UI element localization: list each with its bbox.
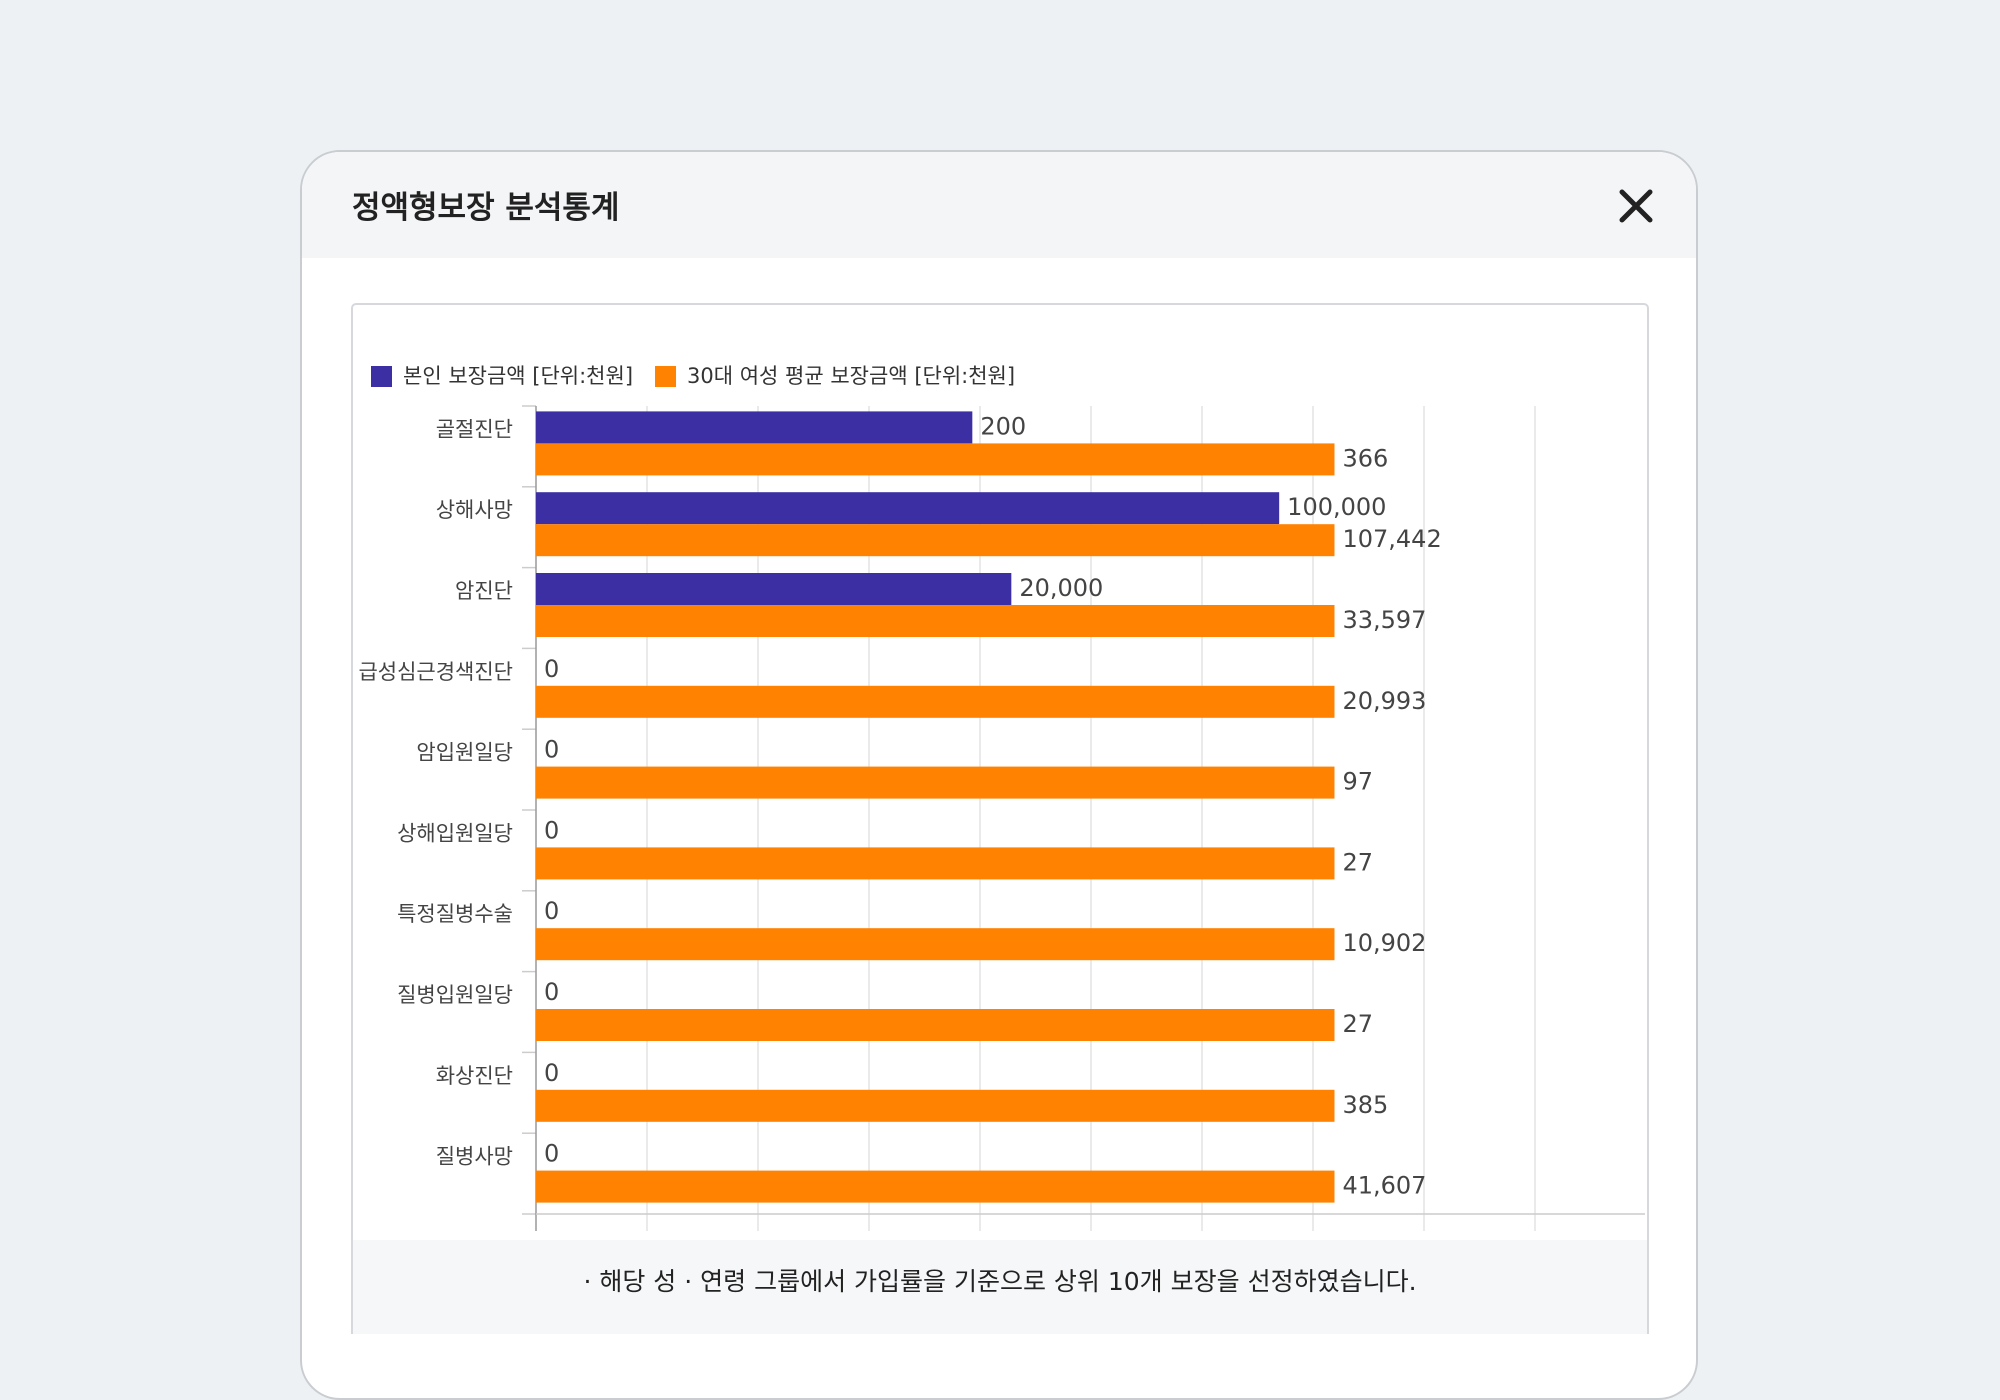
- bar: [536, 524, 1335, 557]
- close-icon: [1619, 189, 1653, 223]
- bar: [536, 1009, 1335, 1041]
- category-label: 암입원일당: [416, 741, 513, 765]
- category-label: 상해입원일당: [397, 821, 513, 845]
- value-label: 0: [544, 1140, 559, 1168]
- bar: [536, 443, 1335, 476]
- modal-title: 정액형보장 분석통계: [352, 190, 620, 226]
- legend-label: 본인 보장금액 [단위:천원]: [403, 364, 633, 388]
- category-label: 질병입원일당: [397, 983, 513, 1007]
- modal-header: 정액형보장 분석통계: [302, 152, 1696, 258]
- chart-box: [351, 303, 1649, 1334]
- bar: [536, 1089, 1335, 1122]
- value-label: 107,442: [1342, 525, 1441, 553]
- category-label: 암진단: [455, 579, 513, 603]
- bar: [536, 492, 1280, 525]
- footnote-box: [353, 1240, 1647, 1334]
- value-label: 100,000: [1287, 493, 1386, 521]
- value-label: 20,000: [1019, 574, 1103, 602]
- category-label: 상해사망: [436, 498, 513, 522]
- chart: · 해당 성 · 연령 그룹에서 가입률을 기준으로 상위 10개 보장을 선정…: [351, 303, 1649, 1334]
- bar: [536, 1170, 1335, 1203]
- bar: [536, 411, 973, 444]
- value-label: 0: [544, 655, 559, 683]
- value-label: 27: [1342, 1010, 1373, 1038]
- category-label: 질병사망: [436, 1145, 513, 1169]
- bar: [536, 928, 1335, 961]
- value-label: 0: [544, 736, 559, 764]
- value-label: 0: [544, 816, 559, 844]
- bar: [536, 685, 1335, 718]
- footnote: · 해당 성 · 연령 그룹에서 가입률을 기준으로 상위 10개 보장을 선정…: [583, 1267, 1416, 1296]
- category-label: 화상진단: [436, 1064, 513, 1088]
- category-label: 골절진단: [436, 417, 513, 441]
- value-label: 33,597: [1342, 606, 1426, 634]
- bar: [536, 847, 1335, 880]
- value-label: 41,607: [1342, 1172, 1426, 1200]
- close-button[interactable]: [1616, 186, 1656, 226]
- value-label: 0: [544, 1059, 559, 1087]
- value-label: 97: [1342, 768, 1373, 796]
- bar: [536, 766, 1335, 799]
- value-label: 0: [544, 897, 559, 925]
- value-label: 27: [1342, 848, 1373, 876]
- value-label: 10,902: [1342, 929, 1426, 957]
- value-label: 200: [980, 412, 1026, 440]
- value-label: 366: [1342, 444, 1388, 472]
- legend-swatch: [655, 366, 677, 387]
- value-label: 0: [544, 978, 559, 1006]
- legend-swatch: [371, 366, 392, 387]
- legend-label: 30대 여성 평균 보장금액 [단위:천원]: [687, 364, 1015, 388]
- page: 정액형보장 분석통계 · 해당 성 · 연령 그룹에서 가입률을 기준으로 상위…: [300, 150, 1698, 1400]
- value-label: 385: [1342, 1091, 1388, 1119]
- bar: [536, 605, 1335, 637]
- bar: [536, 573, 1012, 605]
- category-label: 급성심근경색진단: [358, 660, 513, 684]
- category-label: 특정질병수술: [397, 902, 513, 926]
- value-label: 20,993: [1342, 687, 1426, 715]
